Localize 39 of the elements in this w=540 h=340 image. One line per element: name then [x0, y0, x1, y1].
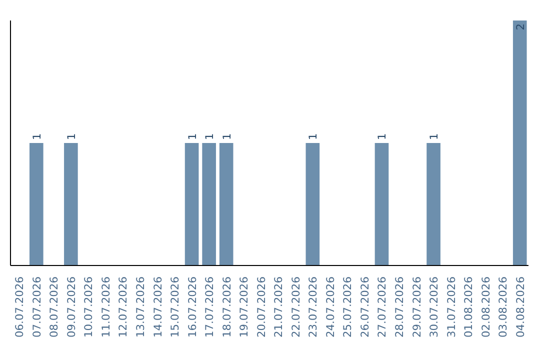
x-tick-label: 12.07.2026: [116, 276, 130, 338]
x-tick-label: 06.07.2026: [13, 276, 26, 338]
x-tick-label: 31.07.2026: [444, 276, 458, 338]
x-tick-label: 03.08.2026: [496, 276, 510, 338]
x-tick-label: 30.07.2026: [428, 276, 441, 338]
x-tick-label: 28.07.2026: [393, 276, 406, 338]
x-tick-label: 23.07.2026: [306, 276, 320, 338]
data-label: 1: [376, 133, 389, 140]
x-tick-label: 17.07.2026: [203, 276, 216, 338]
x-tick-label: 09.07.2026: [64, 276, 78, 338]
data-label: 2: [514, 24, 527, 30]
x-tick-label: 27.07.2026: [376, 276, 389, 338]
x-tick-label: 10.07.2026: [82, 276, 96, 338]
data-label: 1: [186, 133, 199, 140]
data-label: 1: [64, 133, 78, 140]
x-tick-label: 19.07.2026: [238, 276, 251, 338]
x-tick-label: 13.07.2026: [134, 276, 147, 338]
x-tick-label: 15.07.2026: [168, 276, 182, 338]
x-tick-label: 08.07.2026: [48, 276, 61, 338]
x-tick-label: 26.07.2026: [358, 276, 372, 338]
x-tick-label: 21.07.2026: [272, 276, 286, 338]
x-tick-label: 16.07.2026: [186, 276, 199, 338]
x-tick-label: 11.07.2026: [99, 276, 112, 338]
x-tick-label: 07.07.2026: [30, 276, 44, 338]
data-label: 1: [306, 133, 320, 140]
x-tick-label: 01.08.2026: [462, 276, 476, 338]
x-tick-label: 22.07.2026: [289, 276, 302, 338]
x-tick-label: 20.07.2026: [254, 276, 268, 338]
data-label: 1: [220, 133, 234, 140]
x-tick-label: 29.07.2026: [410, 276, 424, 338]
x-tick-label: 18.07.2026: [220, 276, 234, 338]
x-tick-label: 14.07.2026: [151, 276, 164, 338]
data-label: 1: [428, 133, 441, 140]
x-tick-label: 02.08.2026: [479, 276, 492, 338]
x-tick-label: 04.08.2026: [514, 276, 527, 338]
x-tick-label: 24.07.2026: [324, 276, 337, 338]
data-label: 1: [203, 133, 216, 140]
x-tick-label: 25.07.2026: [341, 276, 354, 338]
data-label: 1: [30, 133, 44, 140]
